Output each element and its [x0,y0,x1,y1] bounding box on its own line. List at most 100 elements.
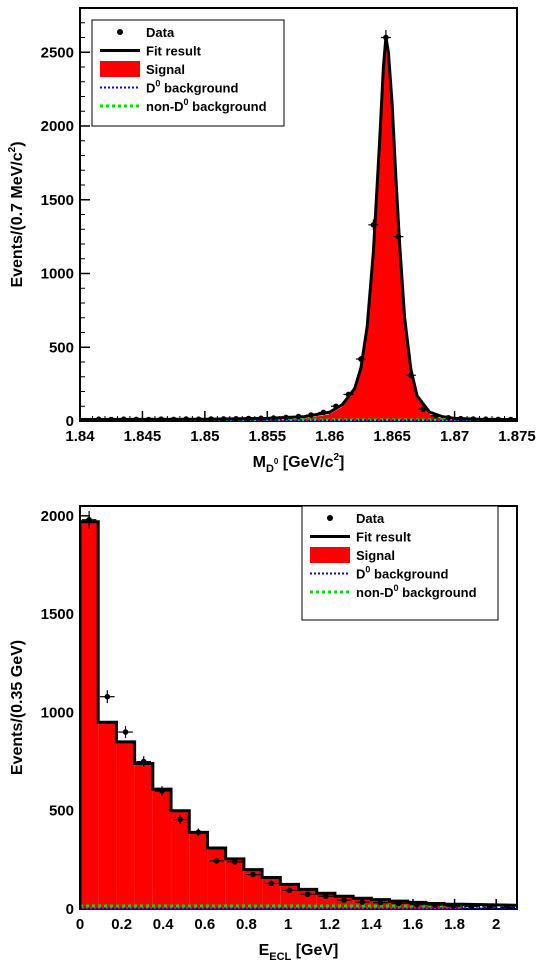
x-tick-label: 1.855 [249,428,287,445]
data-point [270,415,277,421]
legend-marker-signal [310,547,350,563]
data-point [170,416,177,421]
data-point [468,903,475,909]
y-tick-label: 2000 [41,118,74,135]
signal-bar [152,789,172,909]
x-tick-label: 1.85 [190,428,219,445]
data-point [86,516,92,523]
x-tick-label: 1 [284,916,292,933]
data-point [370,222,377,228]
data-point [220,416,227,421]
legend-label: Data [146,25,175,40]
data-point [408,372,414,379]
y-tick-label: 1000 [41,704,74,721]
signal-bar [243,869,263,909]
y-tick-label: 1500 [41,606,74,623]
legend-label: non-D0 background [356,583,477,600]
data-point [450,903,457,909]
x-axis-title: MD0 [GeV/c2] [253,452,345,475]
data-point [158,416,164,421]
signal-bar [116,741,135,909]
data-point [470,416,477,421]
data-point [358,356,364,362]
data-point [383,34,389,41]
data-point [420,406,427,413]
plot-area [80,29,517,421]
data-point [120,416,127,421]
data-point [414,901,420,908]
y-tick-label: 2500 [41,44,74,61]
signal-bar [80,521,99,909]
x-tick-label: 0.8 [236,916,257,933]
x-tick-label: 1.2 [319,916,340,933]
data-point [486,904,493,909]
signal-bar [98,722,117,909]
data-point [283,414,289,421]
data-point [445,414,452,421]
y-tick-label: 500 [49,803,74,820]
data-point [213,858,220,864]
data-point [505,904,511,909]
fit-result-curve [80,520,517,909]
data-point [286,887,293,894]
x-tick-label: 1.8 [444,916,465,933]
x-tick-label: 1.86 [315,428,344,445]
data-point [433,413,439,419]
data-point [320,409,327,416]
data-point [233,415,239,421]
data-point [140,758,147,765]
plot-area [80,511,517,909]
x-tick-label: 0.4 [153,916,175,933]
legend-label: D0 background [146,79,238,96]
data-point [145,416,152,421]
x-tick-label: 1.87 [440,428,469,445]
data-point [195,416,202,421]
y-tick-label: 500 [49,339,74,356]
legend-label: Data [356,511,385,526]
data-point [482,416,489,421]
data-point [308,412,314,418]
signal-bar [189,832,208,909]
data-point [231,859,238,865]
data-point [122,729,129,735]
data-point [159,788,165,794]
data-point [507,416,514,421]
y-tick-label: 1000 [41,266,74,283]
x-axis-title: EECL [GeV] [259,942,339,961]
y-tick-label: 0 [66,901,74,918]
data-point [195,829,202,836]
mass-distribution-chart: 1.84 1.845 1.85 1.855 1.86 1.865 1.87 1.875 0 500… [0,0,538,480]
x-tick-label: 1.875 [498,428,536,445]
x-tick-label: 0 [76,916,84,933]
data-point [177,816,183,823]
x-tick-label: 0.6 [194,916,215,933]
data-point [108,416,115,421]
data-point [250,871,256,878]
data-point [432,902,438,908]
data-point [258,415,264,421]
y-axis-title: Events/(0.7 MeV/c2) [7,141,26,287]
data-point [208,416,214,421]
data-point [377,899,384,906]
y-tick-label: 0 [66,413,74,430]
data-point [395,900,402,907]
data-point [304,891,311,898]
data-point [333,403,339,410]
signal-bar [207,848,226,909]
energy-chart-svg: 0 0.2 0.4 0.6 0.8 1 1.2 1.4 1.6 1.8 2 0 500 1000 1500 2… [9,505,518,961]
x-tick-label: 1.4 [361,916,383,933]
signal-bar [171,810,190,909]
legend-label: Fit result [356,530,412,545]
x-tick-label: 2 [492,916,500,933]
data-point [183,416,189,421]
x-tick-label: 1.6 [403,916,424,933]
data-point [268,880,274,887]
x-tick-label: 1.865 [373,428,411,445]
legend-label: Fit result [146,44,202,59]
signal-bar [262,877,281,909]
legend-label: non-D0 background [146,97,267,114]
legend-label: D0 background [356,565,448,582]
data-point [95,416,102,421]
data-point [341,897,347,903]
data-point [395,233,402,240]
